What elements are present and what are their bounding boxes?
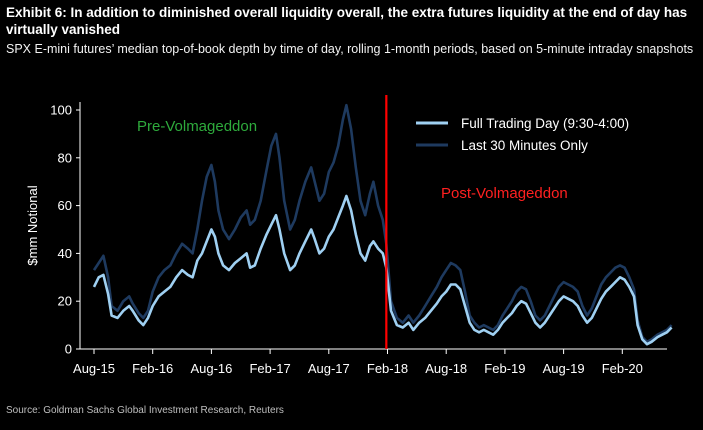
legend: Full Trading Day (9:30-4:00) Last 30 Min… (416, 116, 629, 153)
liquidity-chart: 0 20 40 60 80 100 Aug-15 Feb-16 Aug-16 Feb-17 Aug-… (25, 95, 673, 376)
axes: 0 20 40 60 80 100 Aug-15 Feb-16 Aug-16 Feb-17 Aug-… (25, 102, 667, 376)
x-tick-label: Aug-19 (543, 361, 585, 376)
series-line-last-30 (92, 103, 673, 344)
x-tick-label: Aug-17 (308, 361, 350, 376)
x-tick-label: Feb-17 (249, 361, 290, 376)
y-tick-label: 100 (50, 103, 72, 118)
y-tick-label: 40 (58, 246, 72, 261)
x-tick-label: Feb-18 (367, 361, 408, 376)
y-tick-label: 20 (58, 294, 72, 309)
chart-title: Exhibit 6: In addition to diminished ove… (6, 5, 688, 37)
x-tick-label: Aug-15 (73, 361, 115, 376)
x-tick-label: Feb-20 (602, 361, 643, 376)
x-tick-label: Feb-16 (132, 361, 173, 376)
x-tick-label: Feb-19 (484, 361, 525, 376)
annotation-pre-volmageddon: Pre-Volmageddon (137, 118, 257, 135)
y-axis-label: $mm Notional (25, 185, 40, 265)
y-tick-label: 80 (58, 150, 72, 165)
x-tick-label: Aug-16 (190, 361, 232, 376)
legend-label-last-30: Last 30 Minutes Only (461, 138, 588, 153)
source-note: Source: Goldman Sachs Global Investment … (6, 405, 284, 416)
annotation-post-volmageddon: Post-Volmageddon (441, 185, 568, 202)
y-tick-label: 60 (58, 198, 72, 213)
legend-label-full-day: Full Trading Day (9:30-4:00) (461, 116, 629, 131)
y-tick-label: 0 (65, 342, 72, 357)
series-line-full-day (92, 194, 673, 346)
chart-subtitle: SPX E-mini futures’ median top-of-book d… (6, 42, 694, 56)
series-layer (92, 103, 673, 346)
x-tick-label: Aug-18 (425, 361, 467, 376)
